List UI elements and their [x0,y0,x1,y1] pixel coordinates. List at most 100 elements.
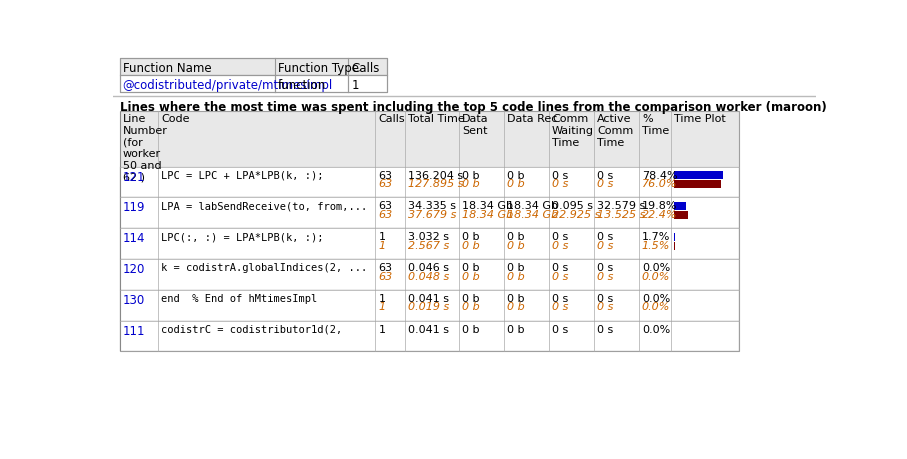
Text: 0 s: 0 s [597,232,613,242]
Text: 0 b: 0 b [463,179,480,189]
Text: LPC(:, :) = LPA*LPB(k, :);: LPC(:, :) = LPA*LPB(k, :); [161,232,324,242]
Text: 18.34 Gb: 18.34 Gb [463,201,513,211]
Text: k = codistrA.globalIndices(2, ...: k = codistrA.globalIndices(2, ... [161,263,367,273]
Text: 76.0%: 76.0% [642,179,678,189]
Text: 18.34 Gb: 18.34 Gb [507,209,559,219]
Text: 19.8%: 19.8% [642,201,678,211]
Text: 13.525 s: 13.525 s [597,209,646,219]
Text: 0 b: 0 b [463,324,480,334]
Bar [674,242,675,250]
Text: 32.579 s: 32.579 s [597,201,645,211]
Text: 0.041 s: 0.041 s [408,324,449,334]
Text: 0 b: 0 b [507,170,524,180]
Bar [120,290,739,321]
Text: 0 s: 0 s [597,271,613,281]
Text: 63: 63 [378,179,393,189]
Bar [120,321,739,352]
Text: 1: 1 [351,79,359,92]
Bar [120,167,739,198]
Text: 0 b: 0 b [507,232,524,242]
Text: Total Time: Total Time [408,114,464,124]
Text: Function Name: Function Name [122,62,211,75]
Text: Data Rec: Data Rec [507,114,558,124]
Text: Time Plot: Time Plot [675,114,727,124]
Text: 34.335 s: 34.335 s [408,201,456,211]
Bar [120,59,387,76]
Bar [120,112,739,352]
Text: 0 s: 0 s [552,302,569,312]
Text: 136.204 s: 136.204 s [408,170,463,180]
Text: 120: 120 [122,263,145,275]
Text: function: function [278,79,326,92]
Text: 63: 63 [378,271,393,281]
Text: 1: 1 [378,302,385,312]
Text: @codistributed/private/mtimesImpl: @codistributed/private/mtimesImpl [122,79,333,92]
Text: 0.019 s: 0.019 s [408,302,449,312]
Text: 0 s: 0 s [552,324,569,334]
Bar [674,181,721,189]
Text: 0 b: 0 b [507,263,524,273]
Text: 1: 1 [378,324,385,334]
Text: 0.048 s: 0.048 s [408,271,449,281]
Text: 0 s: 0 s [552,170,569,180]
Text: 0 s: 0 s [552,232,569,242]
Text: 3.032 s: 3.032 s [408,232,449,242]
Text: 1.7%: 1.7% [642,232,670,242]
Text: LPC = LPC + LPA*LPB(k, :);: LPC = LPC + LPA*LPB(k, :); [161,170,324,180]
Bar [120,198,739,229]
Text: 1.5%: 1.5% [642,240,670,250]
Text: LPA = labSendReceive(to, from,...: LPA = labSendReceive(to, from,... [161,201,367,211]
Bar [120,229,739,259]
Text: 0 s: 0 s [552,271,569,281]
Text: 0 b: 0 b [463,170,480,180]
Text: 0.095 s: 0.095 s [552,201,593,211]
Text: Line
Number
(for
worker
50 and
62 ): Line Number (for worker 50 and 62 ) [122,114,168,182]
Text: 0.0%: 0.0% [642,263,670,273]
Text: 63: 63 [378,263,393,273]
Bar [674,172,723,179]
Text: 0.041 s: 0.041 s [408,293,449,303]
Text: 0 b: 0 b [507,293,524,303]
Bar [120,112,739,167]
Text: end  % End of hMtimesImpl: end % End of hMtimesImpl [161,293,317,303]
Text: Comm
Waiting
Time: Comm Waiting Time [552,114,594,147]
Text: 119: 119 [122,201,145,214]
Text: 0 b: 0 b [507,179,525,189]
Text: 0 s: 0 s [597,263,613,273]
Bar [120,259,739,290]
Text: Function Type: Function Type [278,62,358,75]
Text: 0 b: 0 b [463,302,480,312]
Text: Data
Sent: Data Sent [463,114,489,136]
Text: codistrC = codistributor1d(2,: codistrC = codistributor1d(2, [161,324,343,334]
Text: 0 s: 0 s [552,263,569,273]
Text: 0 s: 0 s [552,293,569,303]
Text: 0 b: 0 b [463,263,480,273]
Text: 0 b: 0 b [463,240,480,250]
Bar [674,233,675,241]
Text: 0.046 s: 0.046 s [408,263,449,273]
Text: 78.4%: 78.4% [642,170,678,180]
Text: 0 s: 0 s [597,179,613,189]
Text: 1: 1 [378,232,385,242]
Text: 63: 63 [378,201,393,211]
Text: 18.34 Gb: 18.34 Gb [463,209,513,219]
Text: 0 b: 0 b [507,324,524,334]
Text: 0 b: 0 b [463,293,480,303]
Text: 127.895 s: 127.895 s [408,179,463,189]
Text: 0.0%: 0.0% [642,302,670,312]
Text: 2.567 s: 2.567 s [408,240,449,250]
Text: Code: Code [161,114,190,124]
Text: 0 b: 0 b [507,302,525,312]
Text: 0 b: 0 b [507,271,525,281]
Text: 0 s: 0 s [597,293,613,303]
Text: 0.0%: 0.0% [642,324,670,334]
Text: 0 b: 0 b [463,271,480,281]
Text: Active
Comm
Time: Active Comm Time [597,114,633,147]
Bar [674,202,686,210]
Text: 0 s: 0 s [597,324,613,334]
Text: 0 b: 0 b [463,232,480,242]
Text: 130: 130 [122,293,145,306]
Text: 0 b: 0 b [507,240,525,250]
Text: 1: 1 [378,293,385,303]
Text: %
Time: % Time [642,114,669,136]
